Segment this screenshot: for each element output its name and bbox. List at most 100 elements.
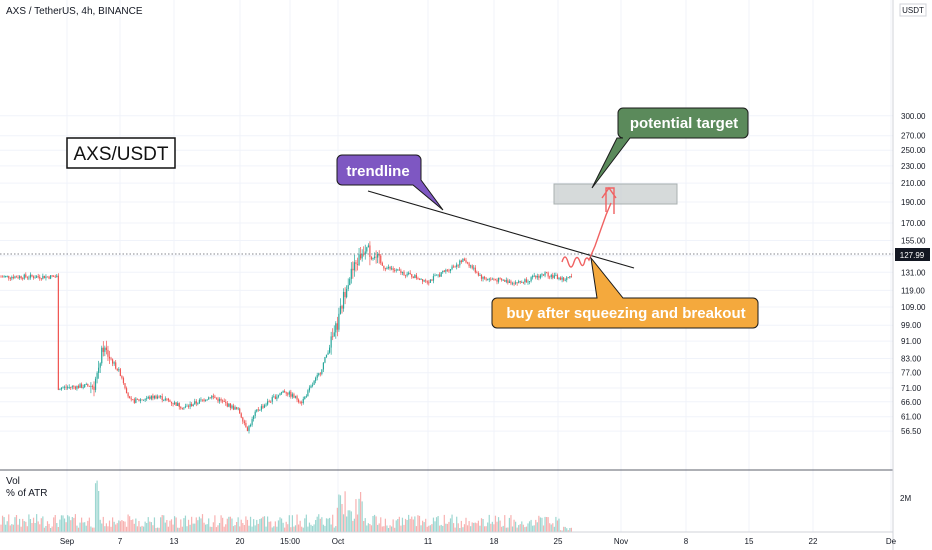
volume-bar: [11, 524, 13, 532]
candle-body: [90, 386, 92, 387]
volume-bar: [536, 522, 538, 532]
candlestick-series[interactable]: [0, 241, 572, 434]
candle-body: [156, 396, 159, 399]
volume-bar: [528, 521, 531, 532]
candle-body: [88, 385, 90, 387]
candle-body: [81, 384, 83, 388]
volume-bar: [201, 514, 204, 532]
volume-bar: [496, 521, 498, 532]
candle-body: [338, 313, 340, 330]
volume-bar: [324, 525, 326, 532]
candle-body: [547, 272, 549, 277]
candle-body: [274, 396, 276, 400]
volume-bar: [459, 528, 461, 532]
volume-bar: [184, 515, 187, 532]
volume-bars: [0, 480, 572, 532]
volume-bar: [508, 517, 510, 532]
volume-bar: [122, 521, 125, 532]
volume-bar: [149, 521, 151, 532]
candle-body: [370, 257, 373, 260]
trendline[interactable]: [367, 190, 635, 269]
volume-bar: [156, 527, 159, 532]
candle-body: [130, 398, 132, 400]
candle-body: [513, 283, 515, 285]
candle-body: [384, 268, 386, 270]
volume-bar: [200, 518, 202, 532]
candle-body: [273, 396, 275, 398]
candle-body: [451, 266, 453, 270]
volume-bar: [155, 528, 157, 532]
volume-bar: [291, 515, 293, 532]
volume-bar: [347, 510, 349, 532]
candle-body: [45, 276, 47, 279]
time-axis[interactable]: Sep 7 13 20 15:00 Oct 11 18 25 Nov 8 15 22 De: [60, 537, 897, 546]
volume-subtitle: % of ATR: [6, 488, 48, 499]
last-price-text: 127.99: [900, 251, 925, 260]
volume-bar: [94, 483, 97, 532]
volume-bar: [307, 526, 309, 532]
candle-body: [195, 401, 197, 404]
volume-bar: [563, 526, 565, 532]
candle-body: [279, 393, 281, 396]
candle-body: [240, 413, 242, 418]
candle-body: [229, 403, 231, 408]
candle-body: [541, 274, 543, 276]
target-zone[interactable]: [553, 183, 678, 205]
volume-bar: [510, 515, 512, 532]
candle-body: [539, 275, 541, 278]
candle-body: [449, 269, 452, 271]
volume-bar: [507, 527, 509, 532]
candle-body: [536, 276, 538, 278]
volume-bar: [167, 526, 169, 532]
candle-body: [437, 274, 439, 276]
volume-bar: [121, 520, 123, 532]
volume-title[interactable]: Vol: [6, 476, 20, 487]
volume-bar: [358, 498, 360, 532]
candle-body: [14, 276, 16, 279]
candle-body: [225, 401, 227, 403]
symbol-header[interactable]: AXS / TetherUS, 4h, BINANCE: [6, 6, 143, 17]
volume-bar: [37, 521, 39, 532]
candle-body: [544, 272, 546, 276]
volume-axis-label: 2M: [900, 494, 911, 503]
breakout-callout[interactable]: buy after squeezing and breakout: [491, 256, 759, 329]
volume-bar: [152, 525, 154, 532]
pair-label[interactable]: AXS/USDT: [66, 137, 176, 169]
volume-bar: [240, 519, 242, 532]
candle-body: [404, 275, 407, 277]
volume-bar: [305, 514, 307, 532]
volume-bar: [87, 520, 89, 532]
volume-bar: [373, 514, 376, 532]
candle-body: [521, 281, 523, 283]
candle-body: [34, 277, 36, 279]
volume-bar: [363, 521, 365, 532]
candle-body: [118, 369, 120, 371]
trendline-callout[interactable]: trendline: [336, 154, 444, 211]
volume-bar: [285, 521, 287, 532]
volume-bar: [191, 516, 193, 532]
candle-body: [567, 277, 569, 279]
candle-body: [465, 260, 467, 263]
volume-bar: [423, 522, 425, 532]
volume-bar: [443, 514, 445, 532]
volume-bar: [414, 516, 416, 532]
target-callout-box: [591, 107, 749, 189]
volume-bar: [380, 517, 382, 532]
volume-bar: [158, 527, 160, 532]
volume-bar: [223, 526, 225, 532]
candle-body: [468, 263, 470, 267]
candle-body: [245, 423, 247, 428]
candle-body: [259, 409, 261, 411]
price-tick-label: 155.00: [901, 237, 926, 246]
candle-body: [82, 387, 84, 388]
candle-body: [220, 399, 222, 401]
volume-bar: [279, 517, 281, 532]
candle-body: [418, 278, 421, 280]
volume-bar: [394, 527, 396, 532]
projection-path[interactable]: [561, 202, 612, 268]
volume-bar: [356, 514, 359, 532]
target-callout[interactable]: potential target: [591, 107, 749, 189]
candle-body: [200, 399, 202, 401]
candle-body: [375, 256, 377, 258]
